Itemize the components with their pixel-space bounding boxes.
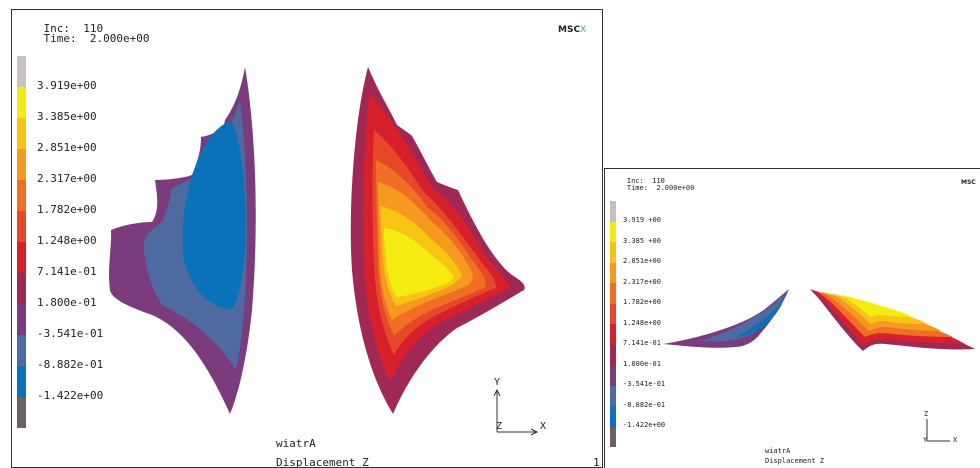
legend-swatch [17, 211, 26, 242]
legend-swatch [17, 273, 26, 304]
thumb-legend-label: -8.882e-01 [623, 400, 666, 409]
thumb-legend-swatch [610, 344, 616, 365]
thumb-legend-label: 1.800e-01 [623, 359, 661, 368]
axis-x-label: X [540, 421, 547, 432]
thumb-legend-swatch [610, 406, 616, 427]
thumb-axis-z-label: Z [924, 410, 929, 418]
legend-label: 2.851e+00 [37, 141, 97, 155]
legend-swatch [17, 304, 26, 335]
thumb-model-plot [663, 289, 975, 442]
legend-label: -1.422e+00 [37, 389, 104, 403]
thumb-time-value: 2.000e+00 [656, 184, 695, 192]
axis-z-label: Z [496, 421, 503, 432]
legend-label: -3.541e-01 [37, 327, 104, 341]
legend-label: 3.919e+00 [37, 79, 97, 93]
legend-swatch [17, 149, 26, 180]
thumb-legend-label: -3.541e-01 [623, 380, 666, 389]
thumb-legend-swatch [610, 324, 616, 345]
legend-label: 3.385e+00 [37, 110, 97, 124]
legend-label: -8.882e-01 [37, 358, 104, 372]
inc-value: 110 [83, 22, 104, 35]
legend-label: 7.141e-01 [37, 265, 97, 279]
time-value: 2.000e+00 [89, 32, 150, 45]
thumb-legend-label: 1.782e+00 [623, 298, 661, 307]
thumb-axis-triad [926, 419, 950, 442]
legend-label: 1.248e+00 [37, 234, 97, 248]
thumb-job-name: wiatrA [765, 447, 791, 455]
left-membrane [109, 67, 256, 414]
model-plot [109, 67, 539, 436]
thumb-legend-label: 7.141e-01 [623, 339, 661, 348]
thumb-inc-value: 110 [652, 177, 665, 185]
time-label: Time: [43, 32, 77, 45]
thumb-legend-label: 3.919 +00 [623, 216, 661, 225]
legend-swatch [17, 180, 26, 211]
inc-label: Inc: [43, 22, 71, 35]
thumb-legend-label: 2.317e+00 [623, 277, 661, 286]
thumb-right-membrane [810, 289, 975, 351]
msc-logo: MSCX [558, 25, 586, 35]
thumb-legend-swatch [610, 426, 616, 447]
thumb-axis-x-label: X [953, 436, 958, 444]
thumb-time-label: Time: [626, 184, 648, 192]
legend-swatch [17, 397, 26, 428]
thumb-legend-label: 1.248e+00 [623, 318, 661, 327]
legend-label: 2.317e+00 [37, 172, 97, 186]
thumb-legend-swatch [610, 221, 616, 242]
thumb-inc-label: Inc: [626, 177, 644, 185]
legend-swatch [17, 242, 26, 273]
thumb-left-membrane [663, 289, 789, 348]
thumb-legend-swatch [610, 262, 616, 283]
thumb-legend-swatch [610, 283, 616, 304]
legend-swatch [17, 87, 26, 118]
quantity-label: Displacement Z [276, 456, 369, 468]
axis-triad [493, 388, 539, 436]
logo-text: MSC [558, 25, 581, 35]
thumb-quantity-label: Displacement Z [765, 457, 825, 465]
thumb-legend-swatch [610, 303, 616, 324]
legend-label: 1.800e-01 [37, 296, 97, 310]
thumb-legend-swatch [610, 365, 616, 386]
right-membrane [350, 67, 525, 414]
legend-label: 1.782e+00 [37, 203, 97, 217]
side-viewport[interactable]: Inc: 110 Time: 2.000e+00 MSC 3.919 +00 3.… [604, 168, 980, 468]
thumb-legend-label: -1.422e+00 [623, 421, 666, 430]
axis-y-label: Y [494, 377, 501, 388]
legend-swatch [17, 118, 26, 149]
thumb-legend-label: 3.385 +00 [623, 236, 661, 245]
increment-readout: Inc: 110 [17, 12, 104, 45]
thumb-legend-label: 2.851e+00 [623, 257, 661, 266]
thumb-legend-swatch [610, 242, 616, 263]
legend-swatch [17, 56, 26, 87]
legend-swatch [17, 366, 26, 397]
thumb-time-readout: Time: 2.000e+00 [610, 178, 694, 199]
thumb-axis-y-label: Y [923, 436, 928, 444]
time-readout: Time: 2.000e+00 [17, 22, 150, 55]
thumb-legend-swatch [610, 201, 616, 222]
main-viewport[interactable]: Inc: 110 Time: 2.000e+00 MSCX 3.919e+00 3… [11, 9, 603, 468]
thumb-legend-swatch [610, 385, 616, 406]
thumb-msc-logo: MSC [961, 179, 976, 186]
page-number: 1 [593, 456, 600, 468]
job-name: wiatrA [276, 437, 316, 450]
thumb-increment-readout: Inc: 110 [610, 171, 665, 192]
logo-mark-icon: X [580, 25, 587, 35]
legend-swatch [17, 335, 26, 366]
